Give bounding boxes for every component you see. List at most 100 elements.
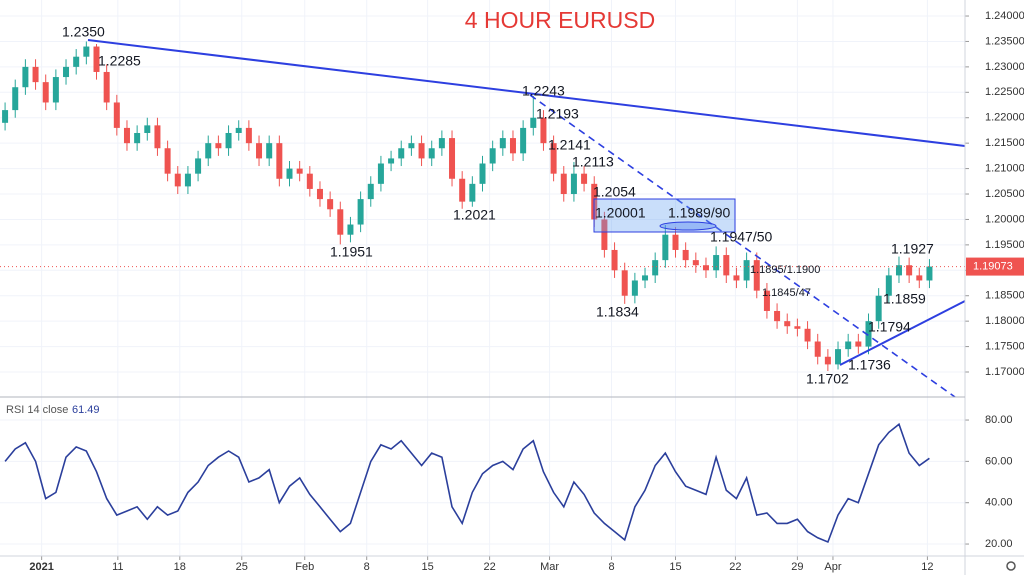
candle-body xyxy=(875,295,882,322)
annotation: 1.2193 xyxy=(536,106,579,122)
candle-body xyxy=(347,224,354,235)
candle-body xyxy=(794,326,801,329)
candle-body xyxy=(286,168,293,179)
x-tick-label: 15 xyxy=(422,561,434,573)
candle-body xyxy=(205,143,212,159)
candle-body xyxy=(469,183,476,202)
candle-body xyxy=(438,138,445,149)
annotation: 1.1834 xyxy=(596,304,639,320)
x-tick-label: Apr xyxy=(824,561,841,573)
candle-body xyxy=(367,183,374,200)
labels: 2021 11 18 25 Feb 8 15 22 Mar 8 15 22 29 Apr 12 1.17000… xyxy=(29,10,1024,573)
y-tick-label: 80.00 xyxy=(985,414,1013,426)
candle-body xyxy=(530,117,537,128)
x-tick-label: 22 xyxy=(729,561,741,573)
annotation: 1.1859 xyxy=(883,291,926,307)
candle-body xyxy=(895,265,902,276)
candle-body xyxy=(154,125,161,149)
x-tick-label: 15 xyxy=(669,561,681,573)
annotation: 1.2054 xyxy=(593,184,636,200)
y-tick-label: 1.23500 xyxy=(985,35,1024,47)
candle-body xyxy=(32,66,39,83)
x-tick-label: 25 xyxy=(236,561,248,573)
y-tick-label: 1.23000 xyxy=(985,61,1024,73)
y-tick-label: 1.21500 xyxy=(985,137,1024,149)
y-tick-label: 1.17500 xyxy=(985,340,1024,352)
candle-body xyxy=(2,110,9,123)
candle-body xyxy=(926,266,933,281)
x-tick-label: 8 xyxy=(364,561,370,573)
rsi-line xyxy=(4,422,930,544)
y-tick-label: 1.18000 xyxy=(985,315,1024,327)
candle-body xyxy=(103,71,110,103)
last-price-tag xyxy=(966,257,1024,276)
annotation: 1.1951 xyxy=(330,244,373,260)
last-price-label: 1.19073 xyxy=(973,260,1013,272)
y-tick-label: 1.22500 xyxy=(985,86,1024,98)
candle-body xyxy=(245,127,252,144)
highlight xyxy=(659,221,717,231)
candle-body xyxy=(753,260,760,291)
x-tick-label: Feb xyxy=(295,561,314,573)
candle-body xyxy=(784,321,791,327)
candle-body xyxy=(327,199,334,210)
annotation: 1.1947/50 xyxy=(710,229,772,245)
candle-body xyxy=(611,249,618,271)
candle-body xyxy=(824,356,831,365)
candle-body xyxy=(702,265,709,271)
trend-line xyxy=(87,39,966,147)
candle-body xyxy=(174,173,181,187)
candle-body xyxy=(459,178,466,202)
candle-body xyxy=(296,168,303,174)
annotation: 1.2141 xyxy=(548,137,591,153)
candle-body xyxy=(184,173,191,187)
candle-body xyxy=(865,321,872,347)
candle-body xyxy=(22,66,29,88)
annotation: 1.2021 xyxy=(453,207,496,223)
y-tick-label: 40.00 xyxy=(985,497,1013,509)
x-tick-label: 29 xyxy=(791,561,803,573)
candle-body xyxy=(601,219,608,250)
trend-line xyxy=(529,94,956,398)
candle-body xyxy=(123,127,130,144)
candle-body xyxy=(52,77,59,103)
candle-body xyxy=(337,209,344,235)
annotation: 1.1845/47 xyxy=(762,287,811,299)
candle-body xyxy=(713,255,720,271)
annotation: 1.2350 xyxy=(62,24,105,40)
candle-body xyxy=(418,143,425,159)
x-tick-label: 12 xyxy=(921,561,933,573)
candle-body xyxy=(73,56,80,67)
y-tick-label: 1.20500 xyxy=(985,188,1024,200)
candle-body xyxy=(428,148,435,159)
x-tick-label: 8 xyxy=(608,561,614,573)
y-tick-label: 1.24000 xyxy=(985,10,1024,22)
candle-body xyxy=(835,349,842,365)
chart-title: 4 HOUR EURUSD xyxy=(465,7,655,33)
y-tick-label: 1.21000 xyxy=(985,162,1024,174)
candle-body xyxy=(733,275,740,281)
candle-body xyxy=(235,127,242,133)
annotation: 1.2285 xyxy=(98,53,141,69)
candle-body xyxy=(652,260,659,276)
y-tick-label: 1.22000 xyxy=(985,112,1024,124)
annotation: 1.2243 xyxy=(522,83,565,99)
indicator-value: 61.49 xyxy=(72,404,100,416)
y-tick-label: 1.18500 xyxy=(985,290,1024,302)
candle-body xyxy=(743,260,750,281)
candle-body xyxy=(449,138,456,179)
candle-body xyxy=(520,127,527,154)
y-tick-label: 1.19500 xyxy=(985,239,1024,251)
candle-body xyxy=(763,290,770,311)
candle-body xyxy=(906,265,913,276)
candle-body xyxy=(621,270,628,296)
annotation: 1.1989/90 xyxy=(668,205,730,221)
candle-body xyxy=(692,260,699,266)
settings-icon[interactable] xyxy=(1006,561,1016,571)
candle-body xyxy=(570,173,577,195)
candle-body xyxy=(855,341,862,347)
candle-body xyxy=(916,275,923,281)
candle-body xyxy=(845,341,852,350)
